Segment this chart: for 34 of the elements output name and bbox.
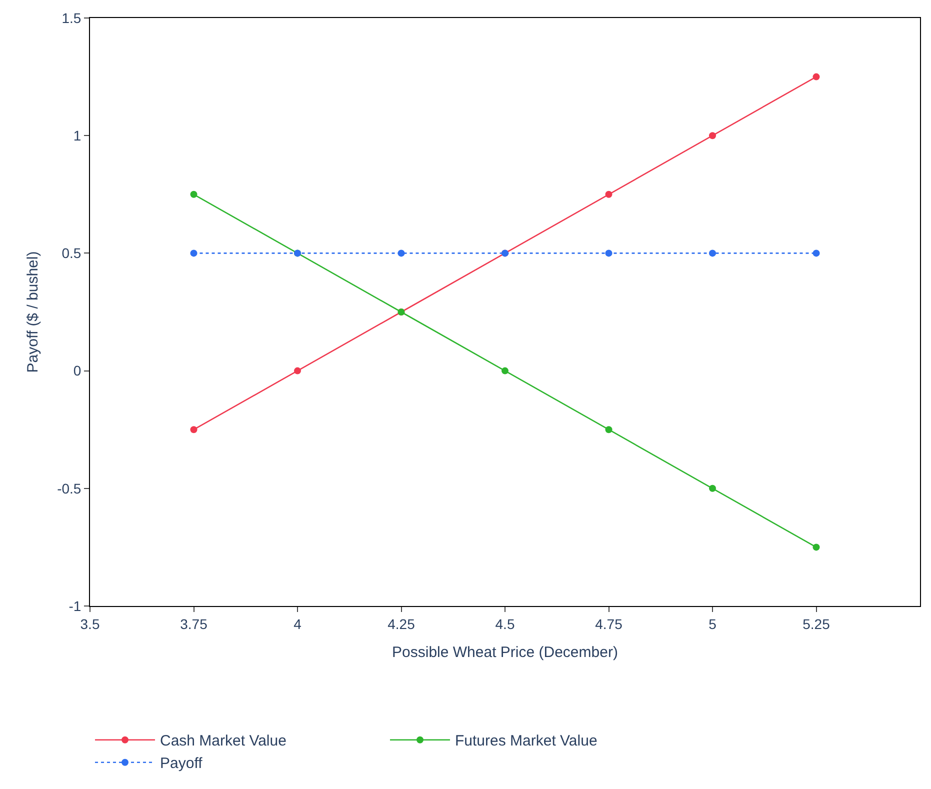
y-tick-label: 0.5 xyxy=(62,245,82,262)
y-tick-label: 1.5 xyxy=(62,10,82,26)
point xyxy=(605,426,612,434)
point xyxy=(190,426,198,434)
point xyxy=(605,190,612,198)
x-tick-label: 4.75 xyxy=(595,616,623,632)
y-tick-label: 1 xyxy=(73,128,82,144)
legend-label: Payoff xyxy=(160,755,204,772)
point xyxy=(709,250,716,257)
x-tick-label: 4.25 xyxy=(388,616,416,632)
point xyxy=(502,367,508,374)
x-tick-label: 5 xyxy=(708,616,717,632)
x-tick-label: 3.5 xyxy=(80,616,100,632)
y-tick-label: 0 xyxy=(73,362,82,379)
x-tick-label: 4 xyxy=(294,616,302,632)
x-tick-label: 5.25 xyxy=(802,616,830,632)
x-axis-title: Possible Wheat Price (December) xyxy=(392,644,618,661)
point xyxy=(812,250,820,257)
point xyxy=(812,73,820,80)
x-tick-label: 3.75 xyxy=(180,616,208,632)
legend-label: Futures Market Value xyxy=(455,732,598,750)
point xyxy=(605,250,612,257)
y-axis-title: Payoff ($ / bushel) xyxy=(24,251,42,373)
point xyxy=(709,484,716,492)
point xyxy=(398,250,405,257)
point xyxy=(812,544,820,551)
x-tick-label: 4.5 xyxy=(495,616,515,632)
legend-label: Cash Market Value xyxy=(160,732,286,750)
point xyxy=(709,132,716,140)
point xyxy=(190,190,198,198)
y-tick-label: -0.5 xyxy=(57,480,82,496)
point xyxy=(294,367,301,374)
y-tick-label: -1 xyxy=(68,598,82,614)
point xyxy=(190,250,198,257)
